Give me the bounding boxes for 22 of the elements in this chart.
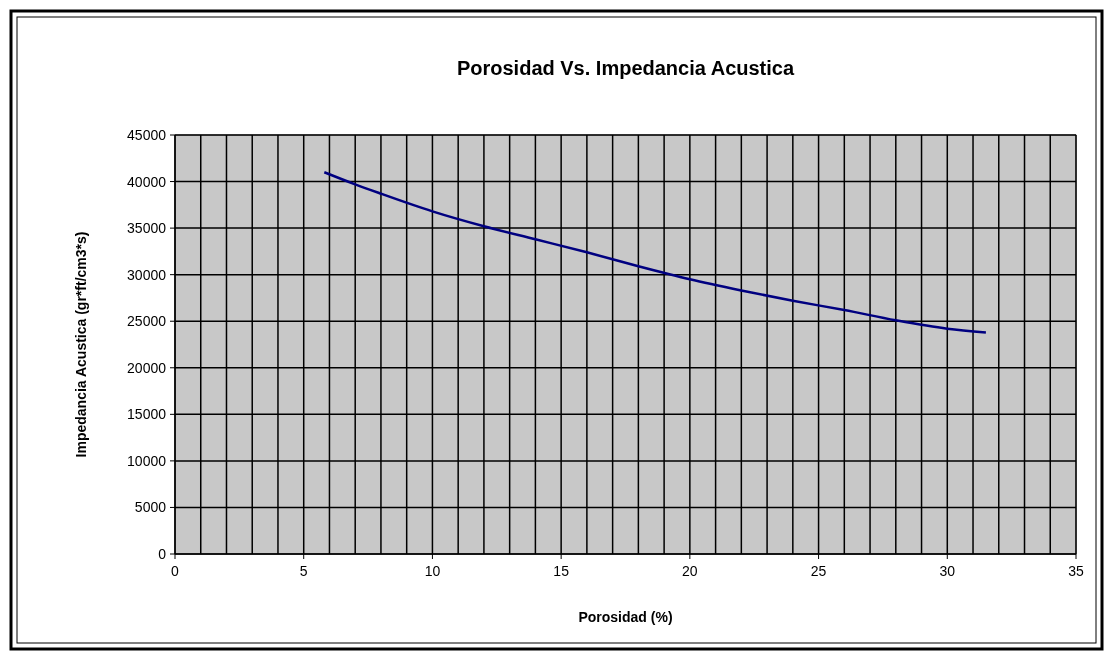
y-tick-label: 10000 <box>127 452 167 469</box>
y-axis-title: Impedancia Acustica (gr*ft/cm3*s) <box>73 231 89 458</box>
y-tick-label: 20000 <box>127 359 167 376</box>
y-tick-label: 5000 <box>134 499 167 516</box>
x-tick-label: 25 <box>810 563 827 579</box>
x-tick-label: 35 <box>1068 563 1084 579</box>
y-tick-label: 45000 <box>127 127 167 143</box>
x-tick-label: 5 <box>299 563 308 579</box>
y-tick-label: 15000 <box>127 406 167 423</box>
y-tick-label: 35000 <box>127 220 167 237</box>
line-series <box>323 170 988 334</box>
chart-title: Porosidad Vs. Impedancia Acustica <box>456 57 795 79</box>
y-tick-label: 30000 <box>127 266 167 283</box>
x-tick-label: 30 <box>939 563 956 579</box>
x-tick-label: 10 <box>424 563 441 579</box>
y-tick-label: 25000 <box>127 313 167 330</box>
x-axis-title: Porosidad (%) <box>578 609 673 625</box>
x-tick-label: 0 <box>171 563 180 579</box>
y-tick-label: 40000 <box>127 173 167 190</box>
x-tick-label: 20 <box>682 563 698 579</box>
x-tick-label: 15 <box>553 563 570 579</box>
y-tick-label: 0 <box>158 546 167 562</box>
